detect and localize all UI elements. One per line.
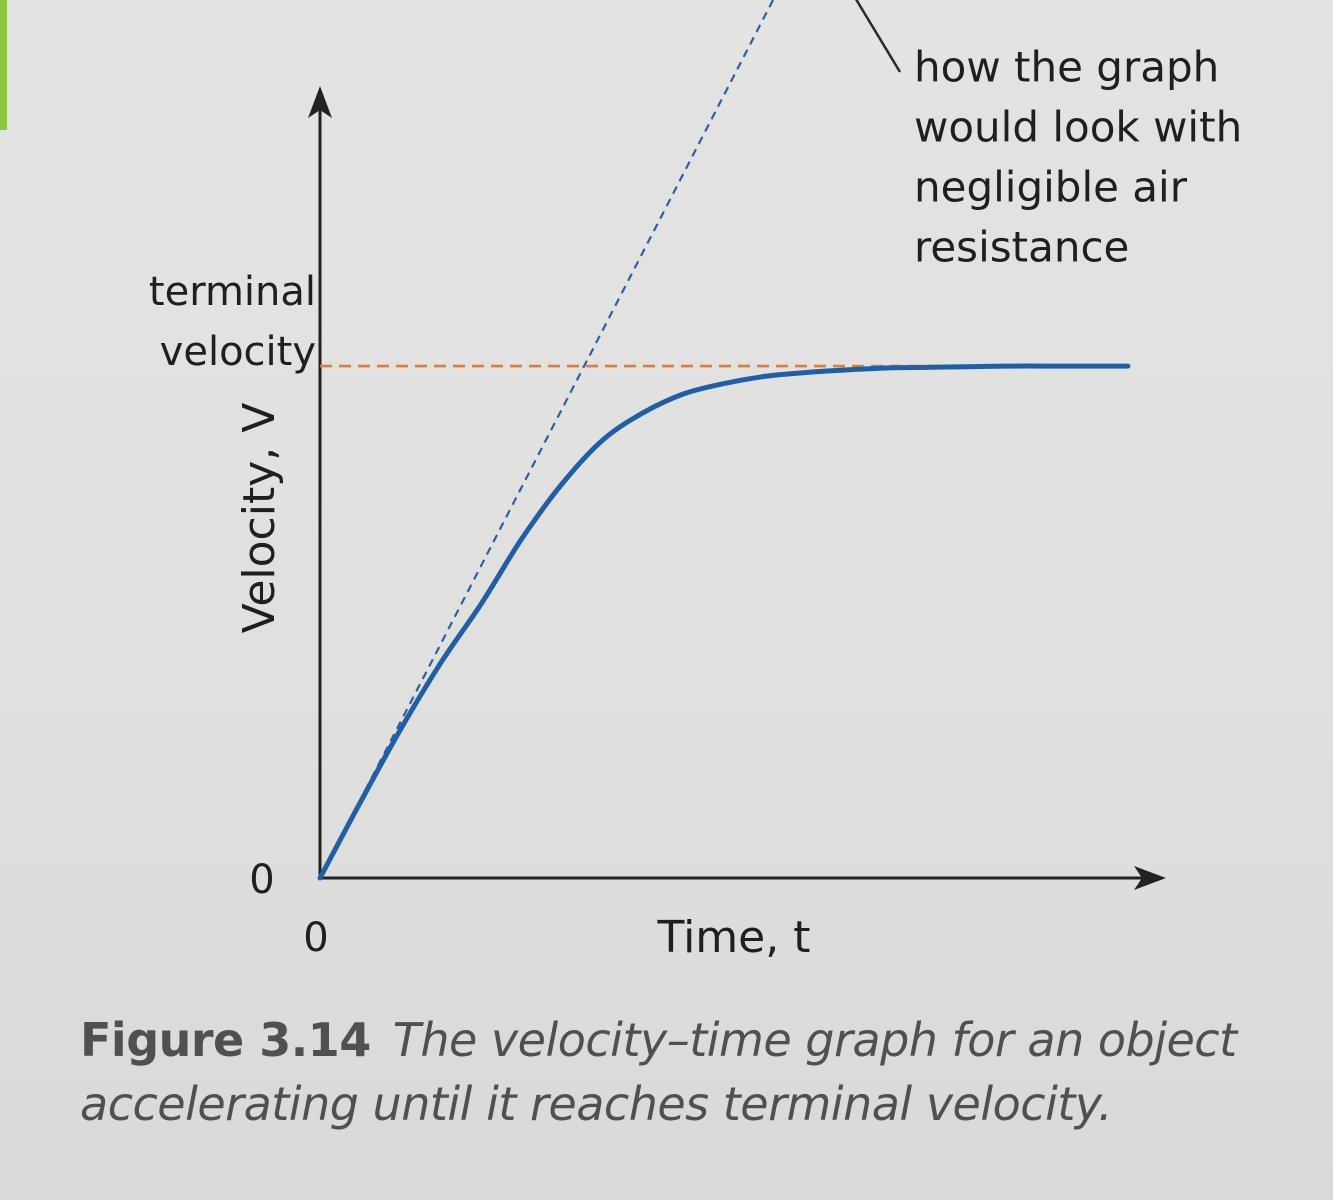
x-axis-label: Time, t (657, 912, 811, 963)
y-tick-label: 0 (249, 857, 274, 903)
annotation-text: how the graph would look with negligible… (914, 43, 1242, 272)
velocity-time-chart: 0 0 Time, t Velocity, V terminal velocit… (149, 0, 1242, 963)
annotation-line-3: negligible air (914, 163, 1188, 212)
annotation-line-2: would look with (914, 103, 1242, 152)
page-edge-accent (0, 0, 7, 130)
terminal-velocity-label-line-2: velocity (160, 329, 316, 375)
y-axis-arrowhead (308, 86, 332, 118)
velocity-curve (317, 363, 1131, 881)
caption-label: Figure 3.14 (80, 1013, 371, 1067)
figure-caption: Figure 3.14 The velocity–time graph for a… (80, 1008, 1310, 1136)
annotation-line-4: resistance (914, 223, 1129, 272)
chart-axes (308, 86, 1166, 890)
annotation-line-1: how the graph (914, 43, 1219, 92)
annotation-arrow (855, 0, 902, 73)
series-layer (317, 0, 1131, 881)
caption-text: The velocity–time graph for an object ac… (80, 1013, 1237, 1131)
x-axis-arrowhead (1134, 866, 1166, 890)
x-tick-label: 0 (303, 915, 328, 961)
terminal-velocity-label-line-1: terminal (149, 269, 316, 315)
annotation-layer (855, 0, 902, 73)
y-axis-label: Velocity, V (234, 403, 285, 634)
